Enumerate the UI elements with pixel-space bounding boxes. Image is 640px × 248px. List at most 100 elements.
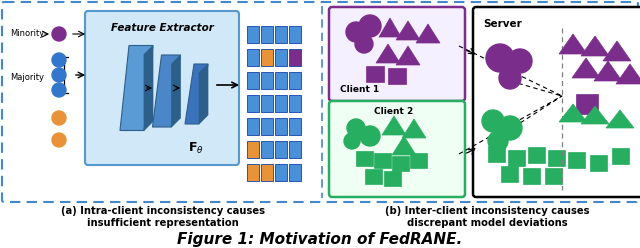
FancyBboxPatch shape: [528, 147, 545, 163]
Text: $\mathbf{F}_\theta$: $\mathbf{F}_\theta$: [188, 140, 204, 155]
Circle shape: [498, 116, 522, 140]
FancyBboxPatch shape: [261, 95, 273, 112]
FancyBboxPatch shape: [548, 150, 565, 166]
Polygon shape: [594, 61, 622, 81]
FancyBboxPatch shape: [356, 151, 373, 166]
FancyBboxPatch shape: [247, 118, 259, 135]
FancyBboxPatch shape: [488, 146, 505, 162]
Text: Minority: Minority: [10, 30, 44, 38]
Polygon shape: [616, 64, 640, 84]
FancyBboxPatch shape: [289, 164, 301, 181]
Polygon shape: [185, 64, 208, 124]
FancyBboxPatch shape: [275, 49, 287, 66]
FancyBboxPatch shape: [374, 153, 391, 168]
Polygon shape: [396, 46, 420, 65]
Polygon shape: [581, 36, 609, 56]
Text: Client 2: Client 2: [374, 106, 413, 116]
FancyBboxPatch shape: [261, 118, 273, 135]
FancyBboxPatch shape: [247, 26, 259, 43]
FancyBboxPatch shape: [261, 49, 273, 66]
FancyBboxPatch shape: [275, 141, 287, 158]
Circle shape: [359, 15, 381, 37]
Polygon shape: [606, 110, 634, 128]
FancyBboxPatch shape: [473, 7, 640, 197]
Circle shape: [499, 67, 521, 89]
Text: Figure 1: Motivation of FedRANE.: Figure 1: Motivation of FedRANE.: [177, 232, 463, 247]
Circle shape: [52, 83, 66, 97]
Polygon shape: [199, 64, 208, 124]
FancyBboxPatch shape: [275, 164, 287, 181]
FancyBboxPatch shape: [365, 169, 382, 184]
FancyBboxPatch shape: [289, 26, 301, 43]
FancyBboxPatch shape: [247, 164, 259, 181]
Polygon shape: [396, 21, 420, 40]
Polygon shape: [172, 55, 180, 127]
FancyBboxPatch shape: [247, 95, 259, 112]
FancyBboxPatch shape: [523, 168, 540, 184]
Text: (a) Intra-client inconsistency causes
insufficient representation: (a) Intra-client inconsistency causes in…: [61, 206, 265, 228]
FancyBboxPatch shape: [508, 150, 525, 166]
Circle shape: [508, 49, 532, 73]
FancyBboxPatch shape: [612, 148, 629, 164]
Circle shape: [52, 53, 66, 67]
Polygon shape: [581, 106, 609, 124]
FancyBboxPatch shape: [261, 72, 273, 89]
FancyBboxPatch shape: [329, 101, 465, 197]
FancyBboxPatch shape: [576, 94, 598, 114]
FancyBboxPatch shape: [275, 26, 287, 43]
FancyBboxPatch shape: [261, 141, 273, 158]
Text: Server: Server: [483, 19, 522, 29]
FancyBboxPatch shape: [289, 95, 301, 112]
FancyBboxPatch shape: [289, 141, 301, 158]
Circle shape: [52, 111, 66, 125]
FancyBboxPatch shape: [289, 118, 301, 135]
Polygon shape: [416, 24, 440, 43]
Polygon shape: [376, 44, 400, 63]
Text: Feature Extractor: Feature Extractor: [111, 23, 213, 33]
FancyBboxPatch shape: [289, 49, 301, 66]
Circle shape: [346, 22, 366, 42]
Text: Majority: Majority: [10, 73, 44, 83]
Circle shape: [488, 131, 508, 151]
FancyBboxPatch shape: [247, 72, 259, 89]
FancyBboxPatch shape: [275, 72, 287, 89]
FancyBboxPatch shape: [388, 68, 406, 84]
Text: (b) Inter-client inconsistency causes
discrepant model deviations: (b) Inter-client inconsistency causes di…: [385, 206, 589, 228]
FancyBboxPatch shape: [410, 153, 427, 168]
Circle shape: [360, 126, 380, 146]
Circle shape: [347, 119, 365, 137]
Circle shape: [344, 133, 360, 149]
FancyBboxPatch shape: [247, 141, 259, 158]
FancyBboxPatch shape: [275, 118, 287, 135]
FancyBboxPatch shape: [289, 72, 301, 89]
Circle shape: [52, 68, 66, 82]
Text: Client 1: Client 1: [340, 85, 380, 93]
Circle shape: [52, 27, 66, 41]
Polygon shape: [379, 18, 401, 37]
Circle shape: [52, 133, 66, 147]
Polygon shape: [152, 55, 180, 127]
FancyBboxPatch shape: [384, 171, 401, 186]
FancyBboxPatch shape: [568, 152, 585, 168]
FancyBboxPatch shape: [545, 168, 562, 184]
Circle shape: [486, 44, 514, 72]
Polygon shape: [392, 136, 416, 155]
Polygon shape: [382, 116, 406, 135]
Polygon shape: [572, 58, 600, 78]
FancyBboxPatch shape: [2, 2, 638, 202]
FancyBboxPatch shape: [275, 95, 287, 112]
Polygon shape: [559, 104, 587, 122]
FancyBboxPatch shape: [501, 166, 518, 182]
Polygon shape: [144, 45, 153, 130]
FancyBboxPatch shape: [590, 155, 607, 171]
Circle shape: [355, 35, 373, 53]
Polygon shape: [603, 41, 631, 61]
FancyBboxPatch shape: [261, 164, 273, 181]
FancyBboxPatch shape: [366, 66, 384, 82]
FancyBboxPatch shape: [392, 156, 409, 171]
Polygon shape: [402, 119, 426, 138]
Polygon shape: [120, 45, 153, 130]
FancyBboxPatch shape: [261, 26, 273, 43]
Polygon shape: [559, 34, 587, 54]
FancyBboxPatch shape: [329, 7, 465, 101]
